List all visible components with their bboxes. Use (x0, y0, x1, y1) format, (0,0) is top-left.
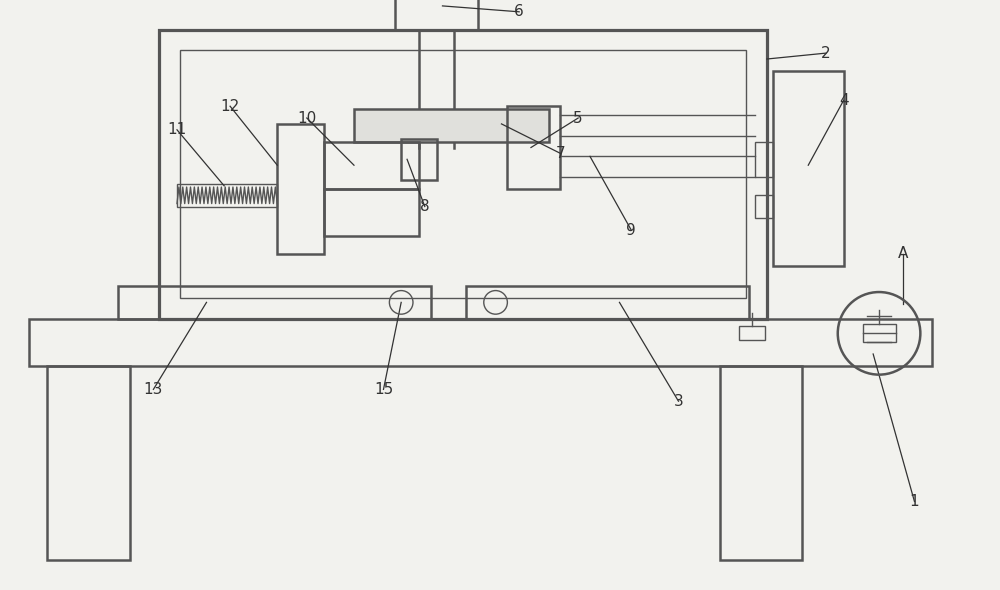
Bar (773, 71, 844, 266)
Bar (277, 124, 324, 254)
Bar (180, 50, 746, 298)
Bar (47, 366, 130, 560)
Text: 13: 13 (144, 382, 163, 397)
Bar (177, 184, 277, 206)
Text: 6: 6 (514, 4, 524, 19)
Bar (29, 319, 932, 366)
Bar (395, 0, 478, 30)
Text: 4: 4 (839, 93, 848, 108)
Bar (739, 326, 765, 340)
Text: 8: 8 (420, 199, 430, 214)
Bar (466, 286, 749, 319)
Bar (401, 139, 437, 180)
Bar (755, 142, 773, 177)
Text: 3: 3 (674, 394, 683, 409)
Bar (118, 286, 431, 319)
Bar (324, 189, 419, 236)
Text: 15: 15 (374, 382, 393, 397)
Bar (354, 109, 549, 142)
Bar (755, 195, 773, 218)
Text: 11: 11 (167, 122, 187, 137)
Text: 10: 10 (297, 110, 316, 126)
Text: 2: 2 (821, 45, 831, 61)
Text: 7: 7 (556, 146, 565, 161)
Bar (507, 106, 560, 189)
Bar (863, 324, 896, 342)
Text: 9: 9 (626, 222, 636, 238)
Text: 1: 1 (910, 494, 919, 509)
Text: 5: 5 (573, 110, 583, 126)
Bar (720, 366, 802, 560)
Text: 12: 12 (220, 99, 240, 114)
Text: A: A (897, 246, 908, 261)
Bar (159, 30, 767, 319)
Bar (324, 142, 419, 189)
